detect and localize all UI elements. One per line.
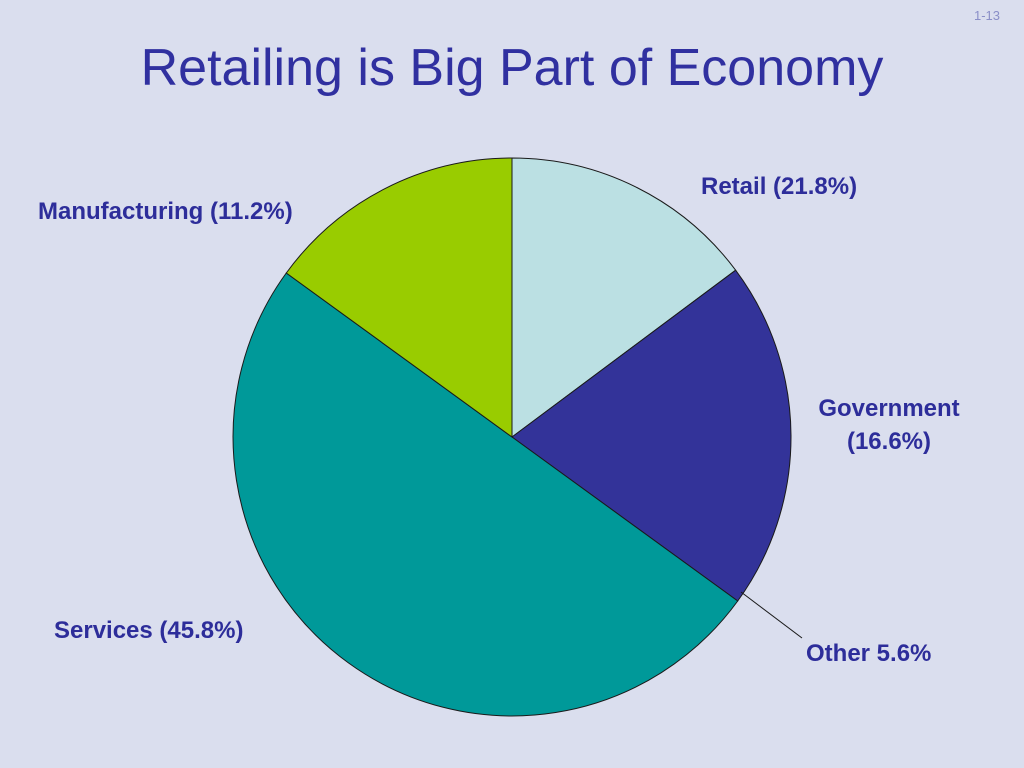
pie-slice-manufacturing [285,157,513,438]
label-government: Government (16.6%) [806,392,972,458]
slide-title: Retailing is Big Part of Economy [140,39,884,97]
label-other: Other 5.6% [806,640,932,667]
other-leader-line [740,591,803,639]
pie-slice-services [232,272,739,717]
label-government-name: Government [818,395,960,422]
pie-slice-government [511,269,792,602]
page-number: 1-13 [973,8,1000,23]
label-services: Services (45.8%) [54,617,244,644]
label-manufacturing: Manufacturing (11.2%) [38,198,293,225]
label-government-value: (16.6%) [846,428,932,455]
pie-slices [232,157,792,717]
pie-slice-retail [511,157,737,438]
label-retail: Retail (21.8%) [701,173,858,200]
